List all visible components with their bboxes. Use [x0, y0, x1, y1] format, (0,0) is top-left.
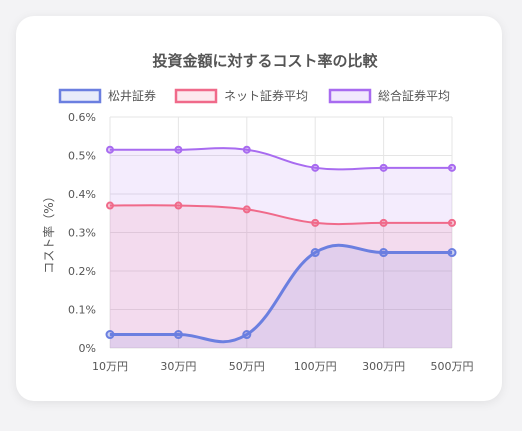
data-point — [448, 163, 456, 172]
x-tick-label: 500万円 — [431, 360, 474, 373]
chart-title: 投資金額に対するコスト率の比較 — [152, 52, 378, 70]
chart-card — [16, 16, 502, 401]
grid — [109, 116, 453, 349]
data-point — [447, 248, 457, 258]
data-point — [448, 218, 456, 227]
series-area — [110, 205, 452, 348]
y-tick-label: 0.1% — [68, 304, 96, 317]
data-point — [173, 330, 183, 340]
series-line — [110, 147, 452, 171]
axis-ticks: 0% 0.1% 0.2% 0.3% 0.4% 0.5% 0.6% 10万円 30万円 50万円 10… — [68, 111, 473, 373]
data-point — [242, 330, 252, 340]
y-tick-label: 0.2% — [68, 265, 96, 278]
legend-swatch — [328, 88, 372, 104]
data-point — [242, 145, 251, 154]
data-point — [379, 163, 388, 172]
legend-label: ネット証券平均 — [224, 88, 308, 103]
y-axis-label: コスト率（%） — [41, 190, 56, 273]
data-point — [379, 218, 388, 227]
series-areas — [110, 148, 452, 348]
x-tick-label: 300万円 — [362, 360, 405, 373]
data-point — [310, 248, 320, 258]
data-point — [379, 248, 389, 258]
x-tick-label: 100万円 — [294, 360, 337, 373]
data-point — [106, 145, 114, 154]
legend-label: 松井証券 — [108, 88, 156, 103]
data-point — [174, 145, 183, 154]
legend-label: 総合証券平均 — [378, 88, 450, 103]
data-point — [105, 330, 115, 340]
y-tick-label: 0% — [79, 342, 96, 355]
series-line — [109, 204, 452, 226]
series-area — [110, 148, 452, 348]
y-tick-label: 0.6% — [68, 111, 96, 124]
y-tick-label: 0.5% — [68, 150, 96, 163]
data-point — [106, 201, 114, 210]
legend-swatch — [174, 88, 218, 104]
x-tick-label: 10万円 — [92, 360, 128, 373]
series-area — [110, 245, 452, 348]
x-tick-label: 30万円 — [160, 360, 196, 373]
data-point — [174, 201, 183, 210]
data-point — [242, 205, 251, 214]
series-line — [110, 243, 452, 344]
legend-swatch — [58, 88, 102, 104]
y-tick-label: 0.4% — [68, 188, 96, 201]
series-points — [105, 145, 457, 340]
data-point — [311, 163, 320, 172]
series-lines — [109, 147, 452, 344]
data-point — [311, 218, 320, 227]
y-tick-label: 0.3% — [68, 227, 96, 240]
x-tick-label: 50万円 — [229, 360, 265, 373]
legend: 松井証券 ネット証券平均 総合証券平均 — [58, 88, 450, 104]
